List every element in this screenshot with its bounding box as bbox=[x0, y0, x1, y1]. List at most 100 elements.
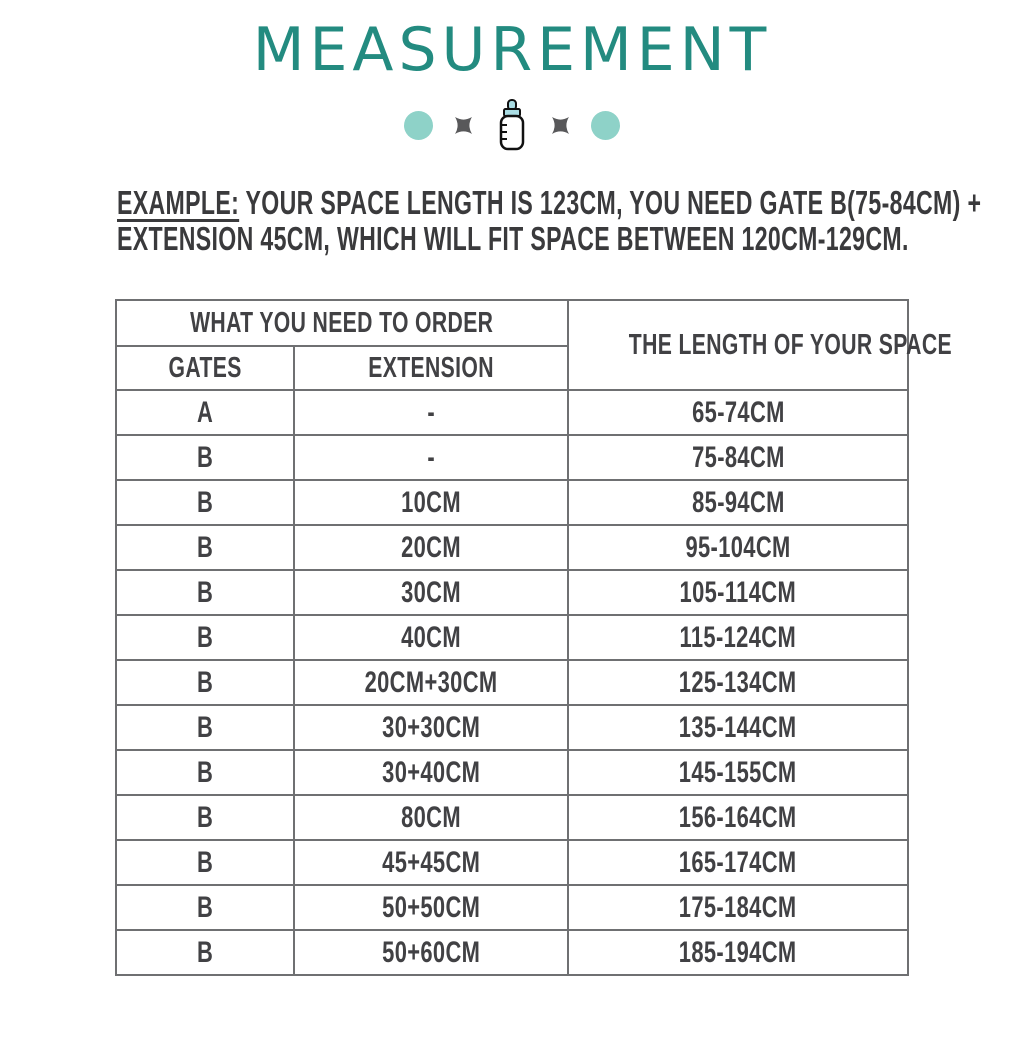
teal-dot-icon bbox=[404, 110, 433, 140]
table-row: B 45+45CM 165-174CM bbox=[115, 839, 910, 886]
extension-cell-label: 20CM bbox=[401, 530, 461, 564]
gate-cell: B bbox=[115, 749, 295, 796]
length-cell-label: 75-84CM bbox=[691, 440, 785, 474]
header-length-label: THE LENGTH OF YOUR SPACE bbox=[628, 328, 952, 361]
extension-cell: 10CM bbox=[292, 479, 570, 526]
four-point-star-icon bbox=[455, 116, 472, 134]
header-what-you-need-to-order: WHAT YOU NEED TO ORDER bbox=[114, 299, 570, 347]
length-cell-label: 95-104CM bbox=[685, 530, 791, 564]
header-gates: GATES bbox=[115, 345, 295, 391]
extension-cell: 30+30CM bbox=[292, 704, 570, 751]
extension-cell-label: - bbox=[427, 395, 435, 429]
gate-cell-label: B bbox=[196, 710, 214, 744]
length-cell: 105-114CM bbox=[567, 569, 910, 616]
extension-cell: 80CM bbox=[292, 794, 570, 841]
gate-cell-label: B bbox=[196, 935, 214, 969]
extension-cell: 50+50CM bbox=[292, 884, 570, 931]
length-cell-label: 115-124CM bbox=[679, 620, 797, 654]
length-cell: 85-94CM bbox=[567, 479, 910, 526]
gate-cell: B bbox=[115, 884, 295, 931]
header-extension: EXTENSION bbox=[292, 345, 570, 391]
extension-cell: 50+60CM bbox=[292, 929, 570, 976]
example-note: EXAMPLE: YOUR SPACE LENGTH IS 123CM, YOU… bbox=[117, 185, 1024, 257]
header-extension-label: EXTENSION bbox=[368, 351, 494, 384]
table-header-row-2: GATES EXTENSION bbox=[115, 345, 908, 391]
extension-cell: 30CM bbox=[292, 569, 570, 616]
decoration-row bbox=[0, 97, 1024, 153]
example-line-1-text: YOUR SPACE LENGTH IS 123CM, YOU NEED GAT… bbox=[239, 184, 982, 221]
extension-cell-label: 30+30CM bbox=[381, 710, 481, 744]
table-row: B 20CM 95-104CM bbox=[115, 524, 910, 571]
length-cell-label: 156-164CM bbox=[679, 800, 797, 834]
gate-cell: B bbox=[115, 704, 295, 751]
length-cell-label: 135-144CM bbox=[679, 710, 797, 744]
gate-cell: B bbox=[115, 929, 295, 976]
length-cell: 65-74CM bbox=[567, 389, 910, 436]
length-cell: 175-184CM bbox=[567, 884, 910, 931]
extension-cell-label: 50+50CM bbox=[381, 890, 481, 924]
extension-cell-label: 40CM bbox=[401, 620, 461, 654]
length-cell-label: 85-94CM bbox=[691, 485, 785, 519]
example-line-1: EXAMPLE: YOUR SPACE LENGTH IS 123CM, YOU… bbox=[117, 184, 981, 221]
length-cell: 185-194CM bbox=[567, 929, 910, 976]
length-cell: 75-84CM bbox=[567, 434, 910, 481]
table-row: B 20CM+30CM 125-134CM bbox=[115, 659, 910, 706]
length-cell: 115-124CM bbox=[567, 614, 910, 661]
header-length-of-your-space: THE LENGTH OF YOUR SPACE bbox=[567, 299, 952, 391]
length-cell: 165-174CM bbox=[567, 839, 910, 886]
length-cell-label: 105-114CM bbox=[679, 575, 797, 609]
gate-cell-label: B bbox=[196, 620, 214, 654]
table-row: B 30+40CM 145-155CM bbox=[115, 749, 910, 796]
page-title: MEASUREMENT bbox=[252, 15, 772, 85]
header-gates-label: GATES bbox=[168, 351, 242, 384]
length-cell-label: 175-184CM bbox=[679, 890, 797, 924]
table-row: B 80CM 156-164CM bbox=[115, 794, 910, 841]
length-cell: 156-164CM bbox=[567, 794, 910, 841]
teal-dot-icon bbox=[591, 110, 620, 140]
length-cell-label: 145-155CM bbox=[679, 755, 797, 789]
table-row: B 40CM 115-124CM bbox=[115, 614, 910, 661]
extension-cell: 20CM bbox=[292, 524, 570, 571]
example-label: EXAMPLE: bbox=[117, 184, 240, 221]
length-cell: 145-155CM bbox=[567, 749, 910, 796]
gate-cell: B bbox=[115, 794, 295, 841]
gate-cell-label: B bbox=[196, 485, 214, 519]
extension-cell: 45+45CM bbox=[292, 839, 570, 886]
length-cell-label: 65-74CM bbox=[691, 395, 785, 429]
table-row: B 10CM 85-94CM bbox=[115, 479, 910, 526]
extension-cell: 30+40CM bbox=[292, 749, 570, 796]
table-body: A - 65-74CM B - 75-84CM B 10CM 85-94CM B 20CM 95-10… bbox=[115, 389, 910, 976]
gate-cell: B bbox=[115, 839, 295, 886]
extension-cell-label: 45+45CM bbox=[381, 845, 481, 879]
extension-cell-label: 50+60CM bbox=[381, 935, 481, 969]
length-cell-label: 165-174CM bbox=[679, 845, 797, 879]
extension-cell: - bbox=[292, 389, 570, 436]
extension-cell: 20CM+30CM bbox=[292, 659, 570, 706]
gate-cell: B bbox=[115, 569, 295, 616]
length-cell: 95-104CM bbox=[567, 524, 910, 571]
extension-cell-label: 80CM bbox=[401, 800, 461, 834]
extension-cell-label: 30CM bbox=[401, 575, 461, 609]
extension-cell-label: 10CM bbox=[401, 485, 461, 519]
extension-cell: - bbox=[292, 434, 570, 481]
gate-cell-label: B bbox=[196, 755, 214, 789]
gate-cell-label: B bbox=[196, 845, 214, 879]
extension-cell-label: - bbox=[427, 440, 435, 474]
gate-cell-label: B bbox=[196, 890, 214, 924]
gate-cell: B bbox=[115, 479, 295, 526]
measurement-table: WHAT YOU NEED TO ORDER THE LENGTH OF YOU… bbox=[114, 299, 952, 976]
extension-cell-label: 20CM+30CM bbox=[364, 665, 498, 699]
length-cell: 135-144CM bbox=[567, 704, 910, 751]
table-row: B 30CM 105-114CM bbox=[115, 569, 910, 616]
extension-cell-label: 30+40CM bbox=[381, 755, 481, 789]
table-row: B - 75-84CM bbox=[115, 434, 910, 481]
gate-cell: B bbox=[115, 614, 295, 661]
four-point-star-icon bbox=[552, 116, 569, 134]
example-line-2: EXTENSION 45CM, WHICH WILL FIT SPACE BET… bbox=[117, 220, 909, 257]
extension-cell: 40CM bbox=[292, 614, 570, 661]
gate-cell-label: B bbox=[196, 440, 214, 474]
length-cell: 125-134CM bbox=[567, 659, 910, 706]
gate-cell-label: B bbox=[196, 800, 214, 834]
length-cell-label: 125-134CM bbox=[679, 665, 797, 699]
header-what-you-need-label: WHAT YOU NEED TO ORDER bbox=[190, 306, 494, 339]
